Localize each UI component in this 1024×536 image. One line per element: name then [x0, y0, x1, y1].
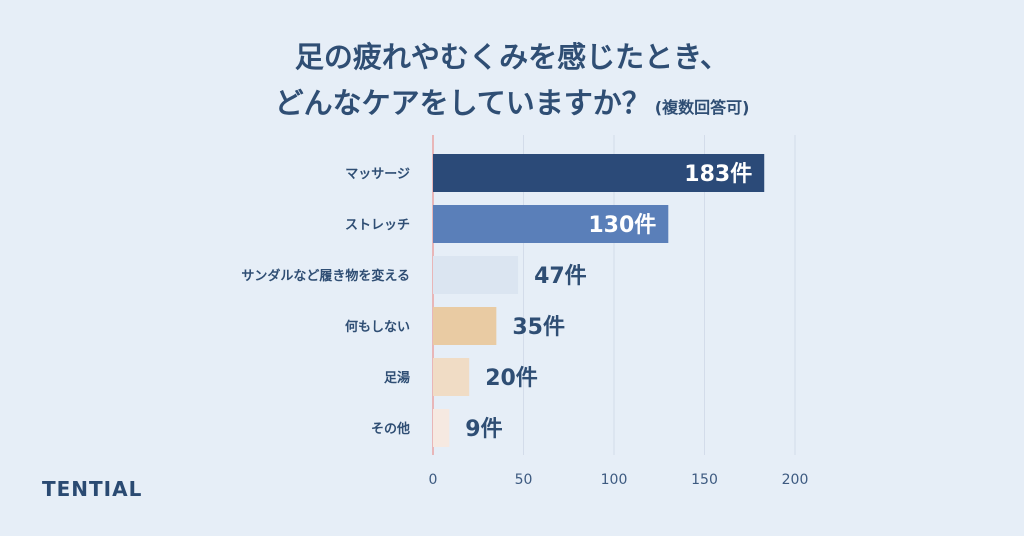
data-label: 130件: [588, 213, 656, 238]
chart-title-line1: 足の疲れやむくみを感じたとき、: [294, 40, 730, 74]
bar: [433, 307, 497, 345]
category-label: 何もしない: [345, 319, 410, 335]
data-label: 47件: [534, 264, 587, 289]
data-label: 9件: [465, 417, 502, 442]
x-tick-label: 0: [429, 472, 438, 488]
category-label: マッサージ: [345, 167, 410, 182]
data-label: 35件: [512, 315, 565, 340]
bar: [433, 358, 470, 396]
bar: [433, 409, 450, 447]
x-tick-label: 50: [515, 472, 533, 488]
x-tick-label: 150: [691, 472, 718, 488]
x-tick-label: 200: [782, 472, 809, 488]
chart-title-line2: どんなケアをしていますか？ (複数回答可): [0, 80, 1024, 131]
x-tick-label: 100: [601, 472, 628, 488]
chart-title-main: どんなケアをしていますか？: [274, 86, 651, 120]
category-label: 足湯: [384, 370, 410, 386]
chart-title: 足の疲れやむくみを感じたとき、 どんなケアをしていますか？ (複数回答可): [0, 34, 1024, 131]
category-label: ストレッチ: [345, 218, 410, 233]
bar: [433, 256, 519, 294]
brand-logo: TENTIAL: [42, 477, 143, 501]
category-label: その他: [371, 421, 410, 437]
bar: [433, 154, 765, 192]
data-label: 20件: [485, 366, 538, 391]
chart-title-note: (複数回答可): [654, 98, 750, 117]
data-label: 183件: [684, 162, 752, 187]
bar: [433, 205, 669, 243]
category-label: サンダルなど履き物を変える: [241, 268, 410, 284]
